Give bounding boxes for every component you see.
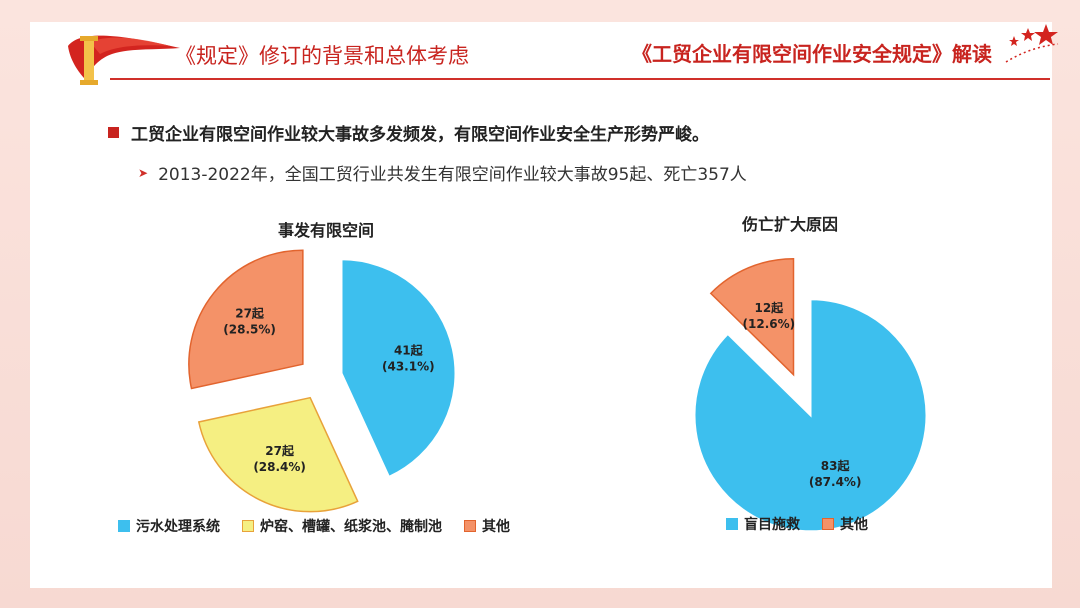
chart2-legend-swatch-2 <box>822 518 834 530</box>
chart1-slice-1-value-label: 41起 <box>394 343 424 358</box>
chart1-legend-item-1: 污水处理系统 <box>118 516 220 536</box>
chart2-legend-label-2: 其他 <box>840 517 868 533</box>
chart1-legend-item-2: 炉窑、槽罐、纸浆池、腌制池 <box>242 516 442 536</box>
sub-bullet-text: 2013-2022年，全国工贸行业共发生有限空间作业较大事故95起、死亡357人 <box>158 165 747 185</box>
chart2-legend-label-1: 盲目施救 <box>744 517 800 533</box>
chart1-slice-3 <box>188 249 304 390</box>
chart1-legend-swatch-2 <box>242 520 254 532</box>
chart1-title: 事发有限空间 <box>277 221 375 240</box>
main-bullet: 工贸企业有限空间作业较大事故多发频发，有限空间作业安全生产形势严峻。 <box>108 120 709 145</box>
chart1-slice-1 <box>340 258 457 479</box>
chart1-legend-item-3: 其他 <box>464 516 510 536</box>
chart2-legend-swatch-1 <box>726 518 738 530</box>
chart2-title: 伤亡扩大原因 <box>741 215 839 234</box>
section-title: 《规定》修订的背景和总体考虑 <box>175 44 469 68</box>
chart1-slice-3-percent-label: (28.5%) <box>223 322 276 336</box>
chart1-pie: 41起 (43.1%) 27起 (28.4%) 27起 (28.5%) <box>188 249 457 513</box>
chart2-slice-2-value-label: 12起 <box>754 300 784 315</box>
chart1-legend: 污水处理系统 炉窑、槽罐、纸浆池、腌制池 其他 <box>118 516 532 536</box>
chart2-legend-item-2: 其他 <box>822 514 868 534</box>
chart1-slice-2 <box>197 396 359 513</box>
chart1-slice-3-value-label: 27起 <box>235 305 265 320</box>
sub-bullet: ➤ 2013-2022年，全国工贸行业共发生有限空间作业较大事故95起、死亡35… <box>138 160 747 185</box>
chart2-slice-2 <box>709 257 795 377</box>
chart2-slice-1-percent-label: (87.4%) <box>809 475 862 489</box>
chart1-legend-swatch-3 <box>464 520 476 532</box>
chart1-slice-2-percent-label: (28.4%) <box>253 460 306 474</box>
chart1-legend-swatch-1 <box>118 520 130 532</box>
chart2-slice-1 <box>693 298 928 533</box>
header-divider <box>110 78 1050 80</box>
chart2-slice-2-percent-label: (12.6%) <box>743 317 796 331</box>
bullet-square-icon <box>108 127 119 138</box>
chart1-slice-1-percent-label: (43.1%) <box>382 360 435 374</box>
chart1-legend-label-2: 炉窑、槽罐、纸浆池、腌制池 <box>260 519 442 535</box>
chart1-legend-label-3: 其他 <box>482 519 510 535</box>
chart2-legend-item-1: 盲目施救 <box>726 514 800 534</box>
chart2-legend: 盲目施救 其他 <box>726 514 890 534</box>
chart2-pie: 83起 (87.4%) 12起 (12.6%) <box>693 257 928 533</box>
emblem-icon <box>68 35 180 85</box>
chart2-slice-1-value-label: 83起 <box>821 458 851 473</box>
stars-icon <box>1005 24 1059 63</box>
main-bullet-text: 工贸企业有限空间作业较大事故多发频发，有限空间作业安全生产形势严峻。 <box>131 125 709 145</box>
document-title: 《工贸企业有限空间作业安全规定》解读 <box>632 42 992 66</box>
chart1-slice-2-value-label: 27起 <box>265 443 295 458</box>
arrow-right-icon: ➤ <box>138 165 149 180</box>
chart1-legend-label-1: 污水处理系统 <box>136 519 220 535</box>
